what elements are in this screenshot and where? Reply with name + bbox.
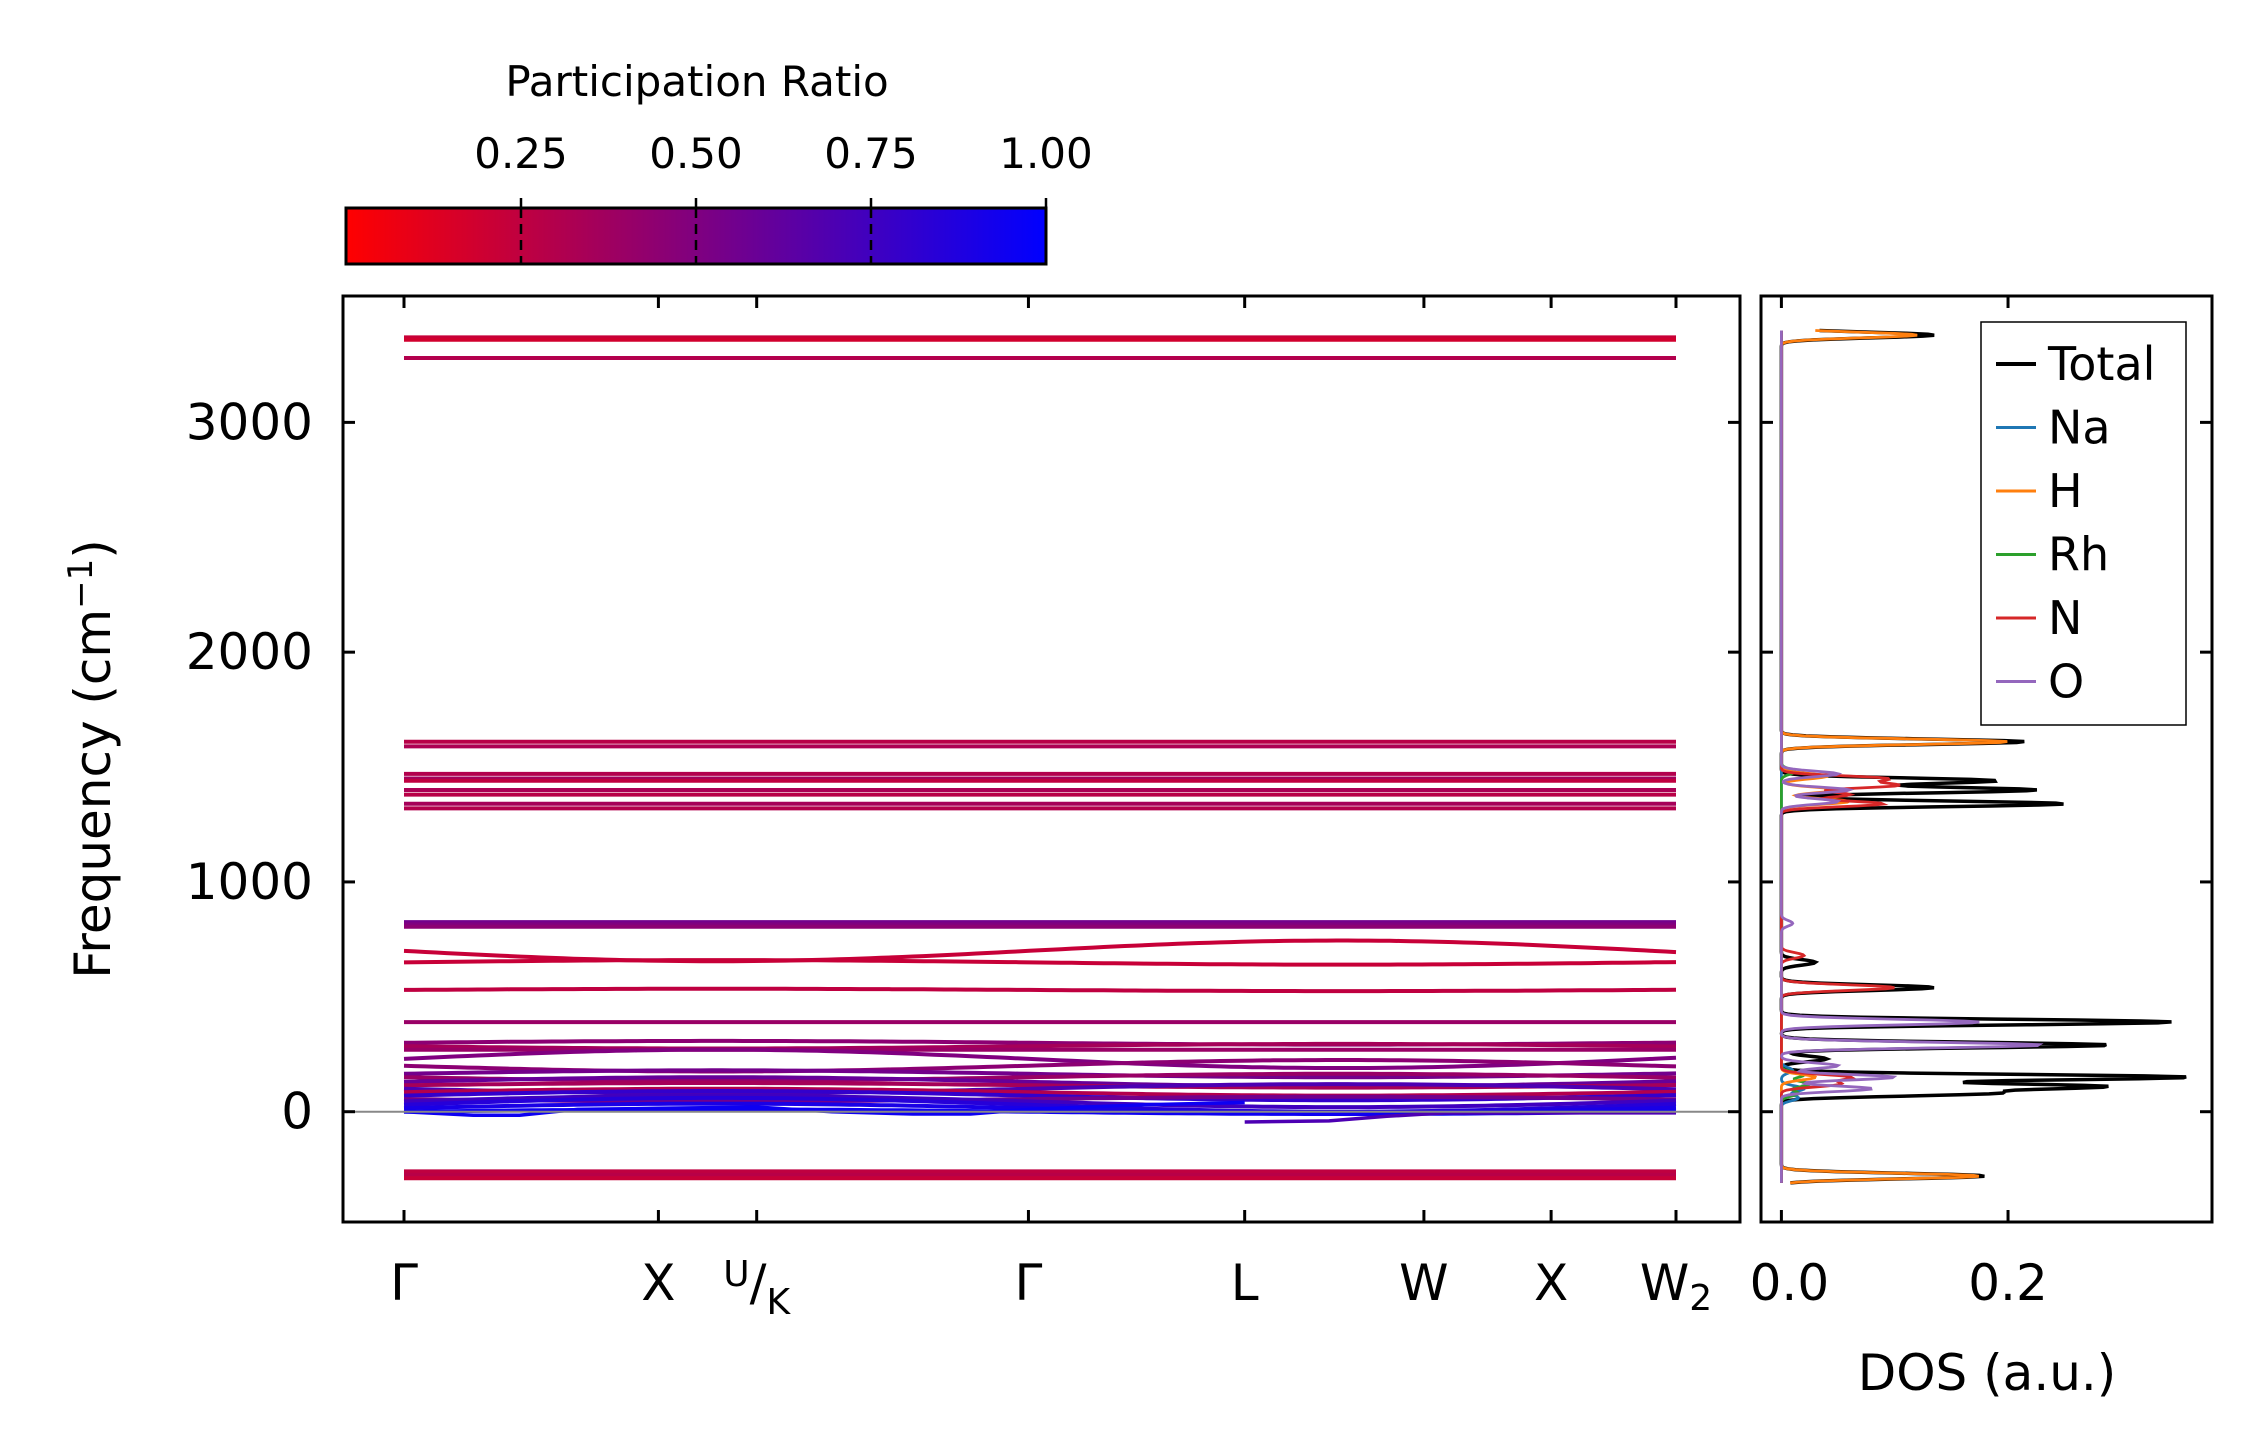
legend-label-Na: Na [2048,401,2111,455]
x-tick-label: Γ [390,1254,418,1312]
phonon-band [403,1068,1677,1080]
acoustic-branch [403,1100,1245,1117]
colorbar-ticks: 0.25 0.50 0.75 1.00 [474,129,1093,264]
colorbar-tick-label: 0.75 [824,129,918,178]
colorbar-tick-label: 0.50 [649,129,743,178]
colorbar-tick-label: 1.00 [999,129,1093,178]
legend-items: Total Na H Rh NO [1996,337,2155,709]
dos-x-tick-label: 0.0 [1750,1254,1830,1312]
phonon-band [403,1093,1677,1110]
phonon-band [403,1047,1677,1070]
dos-curve-O [1780,330,2044,1183]
legend-box [1980,321,2187,726]
x-tick-label: W [1399,1254,1448,1312]
x-tick-label-part: / [750,1254,767,1312]
y-tick-label: 2000 [186,623,313,681]
x-tick-label: X [641,1254,675,1312]
phonon-band [403,1071,1677,1083]
x-tick-label: X [1534,1254,1568,1312]
colorbar-tick-label: 0.25 [474,129,568,178]
legend: Total Na H Rh NO [1980,321,2187,726]
x-tick-label-part: K [766,1282,791,1323]
x-tick-label-part: U [723,1254,749,1295]
legend-label-H: H [2048,464,2083,518]
x-tick-label: L [1231,1254,1259,1312]
y-tick-label: 3000 [186,393,313,451]
x-tick-label: Γ [1015,1254,1043,1312]
x-axis-title-dos: DOS (a.u.) [1858,1344,2117,1402]
y-tick-label: 1000 [186,853,313,911]
dos-axes-frame [1759,294,2214,1224]
x-tick-label: W2 [1640,1254,1712,1319]
y-tick-label: 0 [281,1083,313,1141]
dos-x-tick-label: 0.2 [1968,1254,2048,1312]
band-axes-frame [341,294,1742,1224]
imaginary-branch [1244,1111,1676,1124]
phonon-band [403,1081,1677,1090]
phonon-band [404,986,1677,994]
y-axis-title: Frequency (cm−1) [61,539,122,979]
colorbar-title: Participation Ratio [505,57,888,106]
colorbar: Participation Ratio 0.25 0.50 0.75 1.00 [344,57,1093,266]
legend-label-N: N [2048,591,2082,645]
legend-label-O: O [2048,655,2084,709]
phonon-band [403,938,1677,964]
legend-label-Total: Total [2047,337,2155,391]
dos-panel: 0.0 0.2 DOS (a.u.) Total Na H Rh NO [1750,294,2214,1402]
dos-curves [1779,328,2187,1185]
phonon-band [403,1089,1677,1103]
band-lines [343,335,1740,1181]
phonon-band [403,1086,1677,1098]
dos-axis-ticks: 0.0 0.2 [1750,296,2212,1312]
x-tick-label-part: 2 [1689,1278,1712,1319]
legend-label-Rh: Rh [2048,528,2109,582]
x-tick-label: U/K [723,1254,791,1323]
x-tick-label-part: W [1640,1254,1689,1312]
phonon-band [403,958,1677,967]
phonon-band [403,1094,1677,1104]
